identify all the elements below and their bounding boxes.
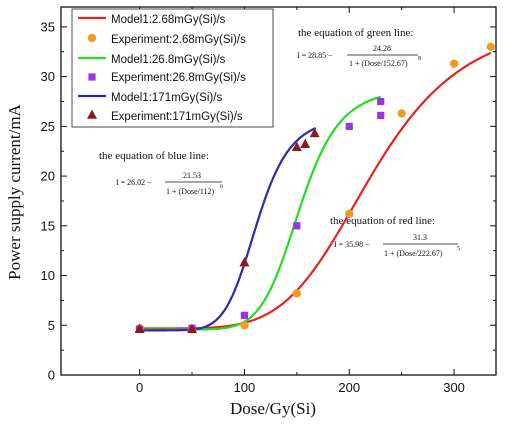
- axis-ticks: 0 100 200 300 0 5 10 15 20 25 30 35: [41, 7, 496, 395]
- x-tick-label: 300: [443, 380, 465, 395]
- legend-swatch-marker: [87, 109, 97, 119]
- y-tick-label: 5: [48, 318, 55, 333]
- legend-label-3: Model1:26.8mGy(Si)/s: [111, 54, 226, 66]
- y-tick-label: 30: [41, 69, 55, 84]
- data-point: [397, 109, 406, 118]
- y-tick-label: 25: [41, 119, 55, 134]
- equation-red-lhs: I = 35.98 −: [334, 240, 370, 249]
- data-point: [309, 127, 320, 138]
- x-tick-label: 200: [338, 380, 360, 395]
- equation-green-den: 1 + (Dose/152.67): [349, 59, 408, 68]
- y-tick-label: 20: [41, 169, 55, 184]
- data-point: [239, 257, 250, 267]
- data-point: [449, 59, 459, 68]
- equation-green-num: 24.28: [373, 44, 391, 53]
- legend-box: [71, 8, 274, 128]
- data-point: [486, 42, 495, 51]
- equation-green-exp: 8: [418, 56, 421, 62]
- model-curves: [139, 51, 492, 332]
- x-axis-title: Dose/Gy(Si): [230, 399, 316, 418]
- legend-label-1: Model1:2.68mGy(Si)/s: [111, 14, 226, 26]
- data-point: [240, 321, 249, 330]
- legend-label-5: Model1:171mGy(Si)/s: [111, 92, 222, 104]
- y-tick-label: 35: [41, 19, 55, 34]
- equation-red-title: the equation of red line:: [330, 215, 435, 227]
- series-line: [139, 127, 317, 332]
- equation-red-den: 1 + (Dose/222.67): [384, 249, 443, 258]
- experiment-points: [134, 42, 495, 334]
- data-point: [292, 289, 302, 298]
- y-axis-title: Power supply current/mA: [5, 103, 24, 279]
- data-point: [240, 311, 249, 319]
- equation-green-title: the equation of green line:: [298, 27, 413, 39]
- data-point: [345, 122, 353, 130]
- data-point: [377, 111, 385, 120]
- data-point: [187, 323, 198, 334]
- legend-label-2: Experiment:2.68mGy(Si)/s: [111, 34, 246, 46]
- equation-blue-exp: 6: [220, 184, 223, 190]
- legend-swatch-marker: [87, 33, 97, 43]
- equation-red: the equation of red line: I = 35.98 − 31…: [330, 215, 460, 258]
- data-point: [377, 97, 385, 106]
- data-point: [293, 222, 301, 230]
- y-tick-label: 0: [48, 368, 55, 383]
- y-tick-label: 10: [41, 268, 55, 283]
- data-point: [345, 209, 354, 219]
- legend-label-4: Experiment:26.8mGy(Si)/s: [111, 72, 246, 84]
- equation-blue: the equation of blue line: I = 26.02 − 2…: [99, 150, 223, 196]
- y-tick-label: 15: [41, 218, 55, 233]
- data-point: [134, 323, 145, 334]
- equation-blue-lhs: I = 26.02 −: [116, 178, 152, 187]
- equation-red-exp: 5: [457, 246, 460, 252]
- equation-green: the equation of green line: I = 28.85 − …: [297, 27, 421, 68]
- equation-green-lhs: I = 28.85 −: [297, 51, 333, 60]
- equation-blue-num: 21.53: [183, 171, 201, 180]
- legend-swatch-marker: [88, 73, 96, 81]
- data-point: [291, 141, 302, 152]
- equation-red-num: 31.3: [413, 233, 427, 242]
- equation-blue-den: 1 + (Dose/112): [166, 187, 215, 196]
- data-point: [300, 138, 311, 149]
- equation-blue-title: the equation of blue line:: [99, 150, 209, 162]
- legend: Model1:2.68mGy(Si)/s Experiment:2.68mGy(…: [71, 8, 274, 128]
- x-tick-label: 0: [136, 380, 143, 395]
- x-tick-label: 100: [234, 380, 256, 395]
- legend-label-6: Experiment:171mGy(Si)/s: [111, 111, 243, 123]
